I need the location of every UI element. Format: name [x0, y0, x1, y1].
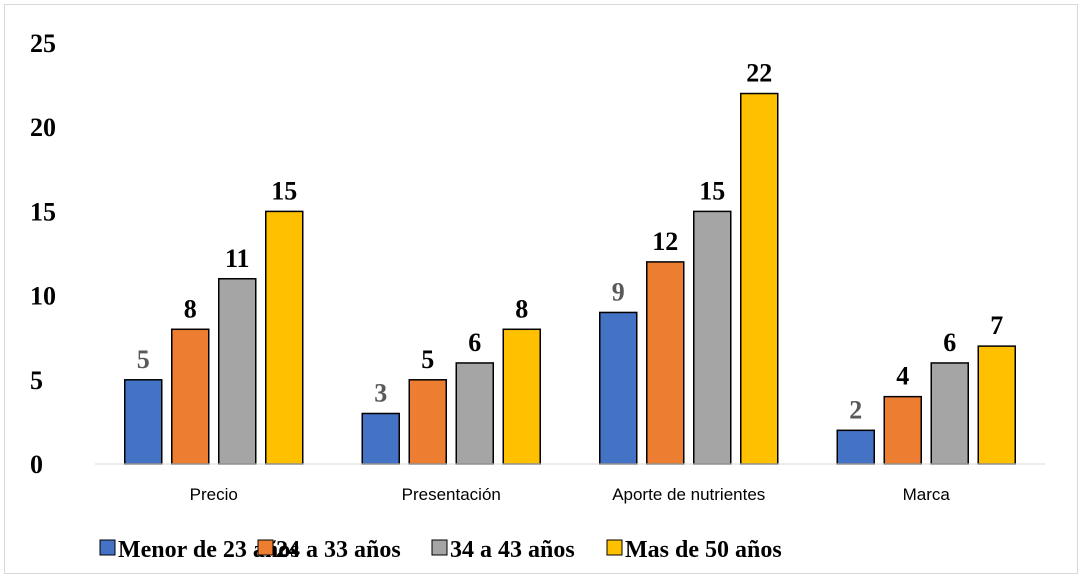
bar	[502, 328, 541, 465]
x-tick-label: Marca	[903, 485, 951, 504]
bar	[740, 92, 779, 465]
bar	[693, 210, 732, 465]
y-tick-label: 0	[30, 450, 43, 479]
x-tick-label: Aporte de nutrientes	[612, 485, 765, 504]
x-axis-ticks: Precio Presentación Aporte de nutrientes Ma…	[190, 485, 951, 504]
y-tick-label: 25	[30, 29, 56, 58]
bar	[218, 278, 257, 465]
legend-label: 34 a 43 años	[450, 537, 575, 563]
data-label: 3	[374, 378, 387, 407]
data-label: 11	[225, 244, 250, 273]
y-tick-label: 10	[30, 282, 56, 311]
y-tick-label: 20	[30, 113, 56, 142]
data-label: 6	[468, 328, 481, 357]
bar	[171, 328, 210, 465]
x-tick-label: Presentación	[402, 485, 501, 504]
bar	[455, 362, 494, 465]
data-label: 5	[137, 345, 150, 374]
bar	[124, 379, 163, 465]
chart-frame	[4, 4, 1078, 574]
data-label: 9	[612, 277, 625, 306]
x-tick-label: Precio	[190, 485, 238, 504]
legend-swatch	[99, 539, 116, 556]
bar	[646, 261, 685, 465]
data-label: 6	[943, 328, 956, 357]
bar	[265, 210, 304, 465]
data-label: 7	[990, 311, 1003, 340]
bar	[930, 362, 969, 465]
y-tick-label: 5	[30, 366, 43, 395]
bars	[124, 92, 1016, 465]
data-label: 22	[746, 59, 772, 88]
bar	[977, 345, 1016, 465]
y-axis-ticks: 0 5 10 15 20 25	[30, 29, 56, 479]
data-label: 4	[896, 362, 909, 391]
legend-swatch	[257, 539, 274, 556]
bar	[883, 395, 922, 465]
data-label: 8	[515, 294, 528, 323]
bar	[361, 412, 400, 465]
data-label: 8	[184, 294, 197, 323]
legend-label: Mas de 50 años	[625, 537, 782, 563]
data-label: 5	[421, 345, 434, 374]
legend-swatch	[606, 539, 623, 556]
data-label: 15	[271, 176, 297, 205]
bar	[599, 311, 638, 465]
legend-label: 24 a 33 años	[276, 537, 401, 563]
bar	[836, 429, 875, 465]
data-label: 15	[699, 176, 725, 205]
y-tick-label: 15	[30, 197, 56, 226]
data-label: 2	[849, 395, 862, 424]
bar	[408, 379, 447, 465]
legend-swatch	[431, 539, 448, 556]
data-label: 12	[652, 227, 678, 256]
